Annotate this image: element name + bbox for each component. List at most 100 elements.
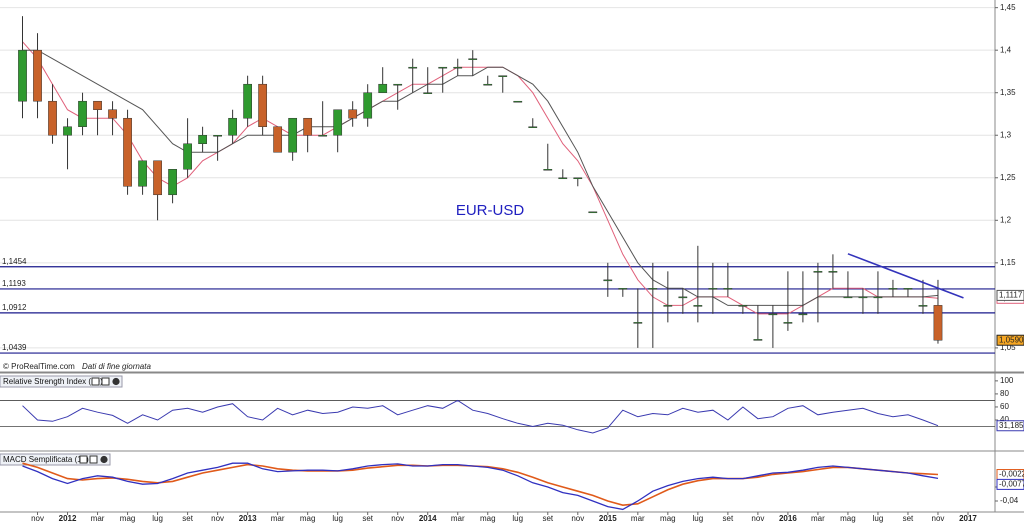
candle-body <box>753 339 763 341</box>
candle-body <box>513 100 523 103</box>
x-tick-label: nov <box>932 514 945 523</box>
rsi-title: Relative Strength Index (10) <box>3 377 103 386</box>
x-tick-label: 2015 <box>599 514 617 523</box>
x-tick-label: lug <box>693 514 704 523</box>
candle-body <box>678 296 688 299</box>
signal-value-label: -0,0022 <box>999 470 1024 479</box>
candle-body <box>453 66 463 69</box>
candle-body <box>933 305 943 341</box>
icon[interactable] <box>79 455 88 464</box>
last-price-label: 1,0590 <box>999 335 1024 344</box>
panel-icons <box>79 377 120 464</box>
close-icon[interactable] <box>100 455 108 464</box>
candle-body <box>798 313 808 316</box>
candle-body <box>243 83 253 119</box>
footer: © ProRealTime.com <box>3 362 75 371</box>
candle-body <box>33 49 42 102</box>
candle-body <box>618 288 628 290</box>
y-tick-label: 100 <box>1000 376 1014 385</box>
candle-body <box>498 75 508 77</box>
panel-header <box>0 375 123 388</box>
x-tick-label: set <box>362 514 373 523</box>
candle-body <box>918 305 928 307</box>
moving-average <box>22 49 939 306</box>
close-icon[interactable] <box>112 377 120 386</box>
candle-body <box>528 126 538 128</box>
x-tick-label: mar <box>271 514 285 523</box>
candle-body <box>288 117 298 153</box>
x-tick-label: nov <box>571 514 584 523</box>
candle-body <box>873 296 883 299</box>
candle-body <box>558 177 568 180</box>
candle-body <box>303 117 313 136</box>
last-price-label-box <box>996 334 1024 346</box>
candle-body <box>273 126 283 153</box>
x-tick-label: 2013 <box>239 514 257 523</box>
candle-body <box>228 117 237 136</box>
x-tick-label: mar <box>91 514 105 523</box>
x-tick-label: mar <box>811 514 825 523</box>
footer-note: Dati di fine giornata <box>82 362 151 371</box>
y-tick-label: 1,25 <box>1000 173 1016 182</box>
level-label: 1,1193 <box>2 279 26 288</box>
y-tick-label: 80 <box>1000 389 1009 398</box>
y-tick-label: -0,04 <box>1000 496 1019 505</box>
icon[interactable] <box>101 377 110 386</box>
x-tick-label: mag <box>840 514 856 523</box>
trendline <box>847 253 964 299</box>
y-tick-label: 1,2 <box>1000 215 1012 224</box>
candle-body <box>348 109 358 119</box>
candle-body <box>123 117 132 187</box>
x-tick-label: nov <box>211 514 224 523</box>
candle-body <box>198 134 207 144</box>
y-tick-label: 1,45 <box>1000 3 1016 12</box>
y-tick-label: 40 <box>1000 415 1009 424</box>
candle-body <box>318 134 328 137</box>
y-tick-label: 1,05 <box>1000 343 1016 352</box>
candle-body <box>663 305 673 307</box>
candle-body <box>18 49 27 102</box>
x-tick-label: mar <box>631 514 645 523</box>
x-tick-label: set <box>903 514 914 523</box>
candle-body <box>393 83 403 86</box>
x-tick-label: lug <box>873 514 884 523</box>
candle-body <box>258 83 268 127</box>
x-tick-label: mag <box>480 514 496 523</box>
candle-body <box>423 92 433 94</box>
candle-body <box>828 271 838 273</box>
candle-body <box>693 305 703 307</box>
icon[interactable] <box>89 455 98 464</box>
candle-body <box>333 109 343 136</box>
candle-body <box>888 288 898 290</box>
x-tick-label: mag <box>300 514 316 523</box>
candle-body <box>213 134 222 137</box>
rsi-value-label: 31,185 <box>999 421 1024 430</box>
candle-body <box>813 271 823 273</box>
candle-body <box>48 100 57 136</box>
level-label: 1,0439 <box>2 343 27 352</box>
macd-title: MACD Semplificata (12) <box>3 455 89 464</box>
x-tick-label: set <box>542 514 553 523</box>
candle-body <box>168 169 177 196</box>
candle-body <box>93 100 102 110</box>
candle-body <box>543 169 553 171</box>
candle-body <box>723 288 733 290</box>
candle-body <box>483 83 493 86</box>
candle-body <box>138 160 147 187</box>
rsi-line <box>22 399 939 434</box>
x-tick-label: mar <box>451 514 465 523</box>
candle-body <box>183 143 192 170</box>
candle-body <box>708 288 718 290</box>
y-tick-label: 1,35 <box>1000 88 1016 97</box>
chart-title: EUR-USD <box>456 202 525 219</box>
candle-body <box>648 288 658 290</box>
level-label: 1,0912 <box>2 303 27 312</box>
x-tick-label: set <box>723 514 734 523</box>
icon[interactable] <box>91 377 100 386</box>
x-tick-label: lug <box>512 514 523 523</box>
candle-body <box>363 92 373 119</box>
candle-body <box>63 126 72 136</box>
candle-body <box>78 100 87 127</box>
